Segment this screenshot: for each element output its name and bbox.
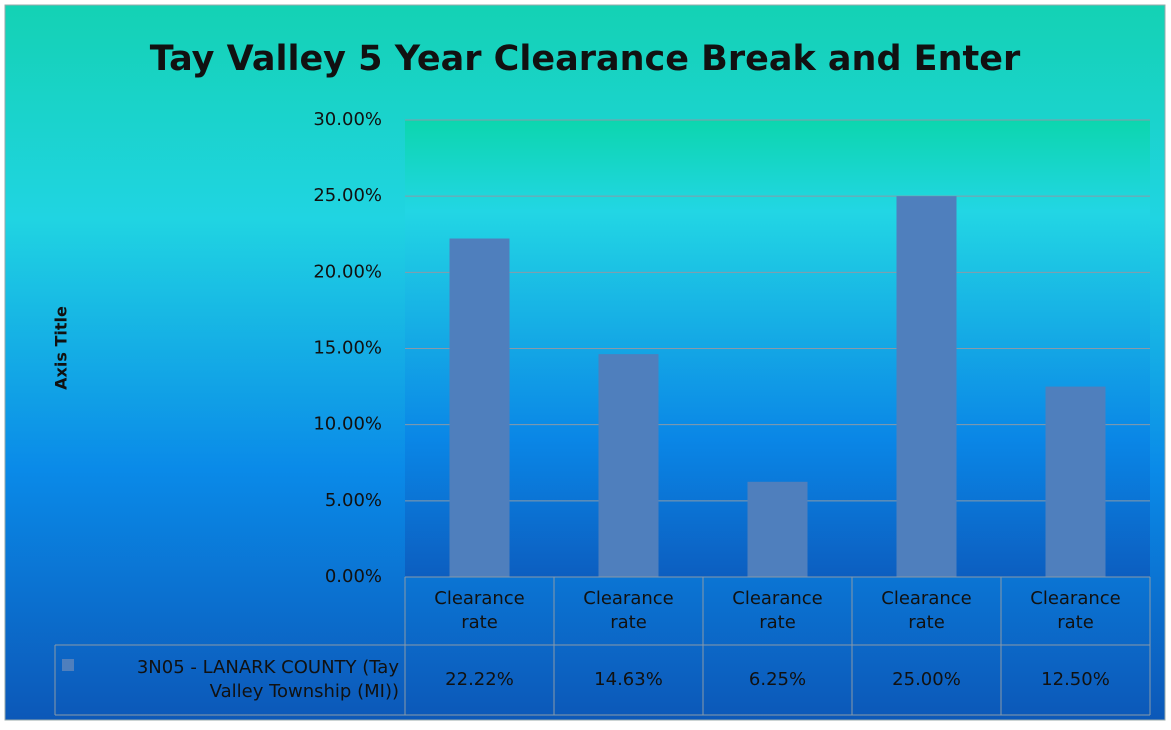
bar — [1045, 386, 1106, 577]
category-label: Clearance rate — [1001, 577, 1150, 645]
y-tick-label: 0.00% — [325, 566, 382, 587]
table-value: 22.22% — [405, 645, 554, 715]
category-label-text: Clearance rate — [583, 588, 674, 633]
legend-key — [62, 659, 74, 671]
legend-label-text: 3N05 - LANARK COUNTY (Tay Valley Townshi… — [136, 657, 399, 702]
table-value: 6.25% — [703, 645, 852, 715]
bar — [449, 238, 510, 578]
category-label: Clearance rate — [852, 577, 1001, 645]
table-value: 14.63% — [554, 645, 703, 715]
bar — [896, 196, 957, 577]
category-label-text: Clearance rate — [1030, 588, 1121, 633]
category-label-text: Clearance rate — [732, 588, 823, 633]
y-tick-label: 30.00% — [313, 109, 382, 130]
category-label-text: Clearance rate — [881, 588, 972, 633]
table-value-text: 12.50% — [1041, 669, 1110, 690]
y-tick-label: 20.00% — [313, 261, 382, 282]
y-tick-label: 5.00% — [325, 490, 382, 511]
chart-title: Tay Valley 5 Year Clearance Break and En… — [150, 39, 1021, 79]
table-value-text: 14.63% — [594, 669, 663, 690]
table-value-text: 25.00% — [892, 669, 961, 690]
bar — [747, 481, 808, 577]
y-axis-title: Axis Title — [52, 306, 71, 390]
category-label-text: Clearance rate — [434, 588, 525, 633]
category-label: Clearance rate — [554, 577, 703, 645]
table-value: 25.00% — [852, 645, 1001, 715]
table-value-text: 22.22% — [445, 669, 514, 690]
bar — [598, 354, 659, 577]
y-tick-label: 25.00% — [313, 185, 382, 206]
legend-label: 3N05 - LANARK COUNTY (Tay Valley Townshi… — [78, 645, 399, 715]
category-label: Clearance rate — [405, 577, 554, 645]
table-value: 12.50% — [1001, 645, 1150, 715]
y-tick-label: 15.00% — [313, 338, 382, 359]
table-value-text: 6.25% — [748, 669, 807, 690]
category-label: Clearance rate — [703, 577, 852, 645]
y-tick-label: 10.00% — [313, 414, 382, 435]
